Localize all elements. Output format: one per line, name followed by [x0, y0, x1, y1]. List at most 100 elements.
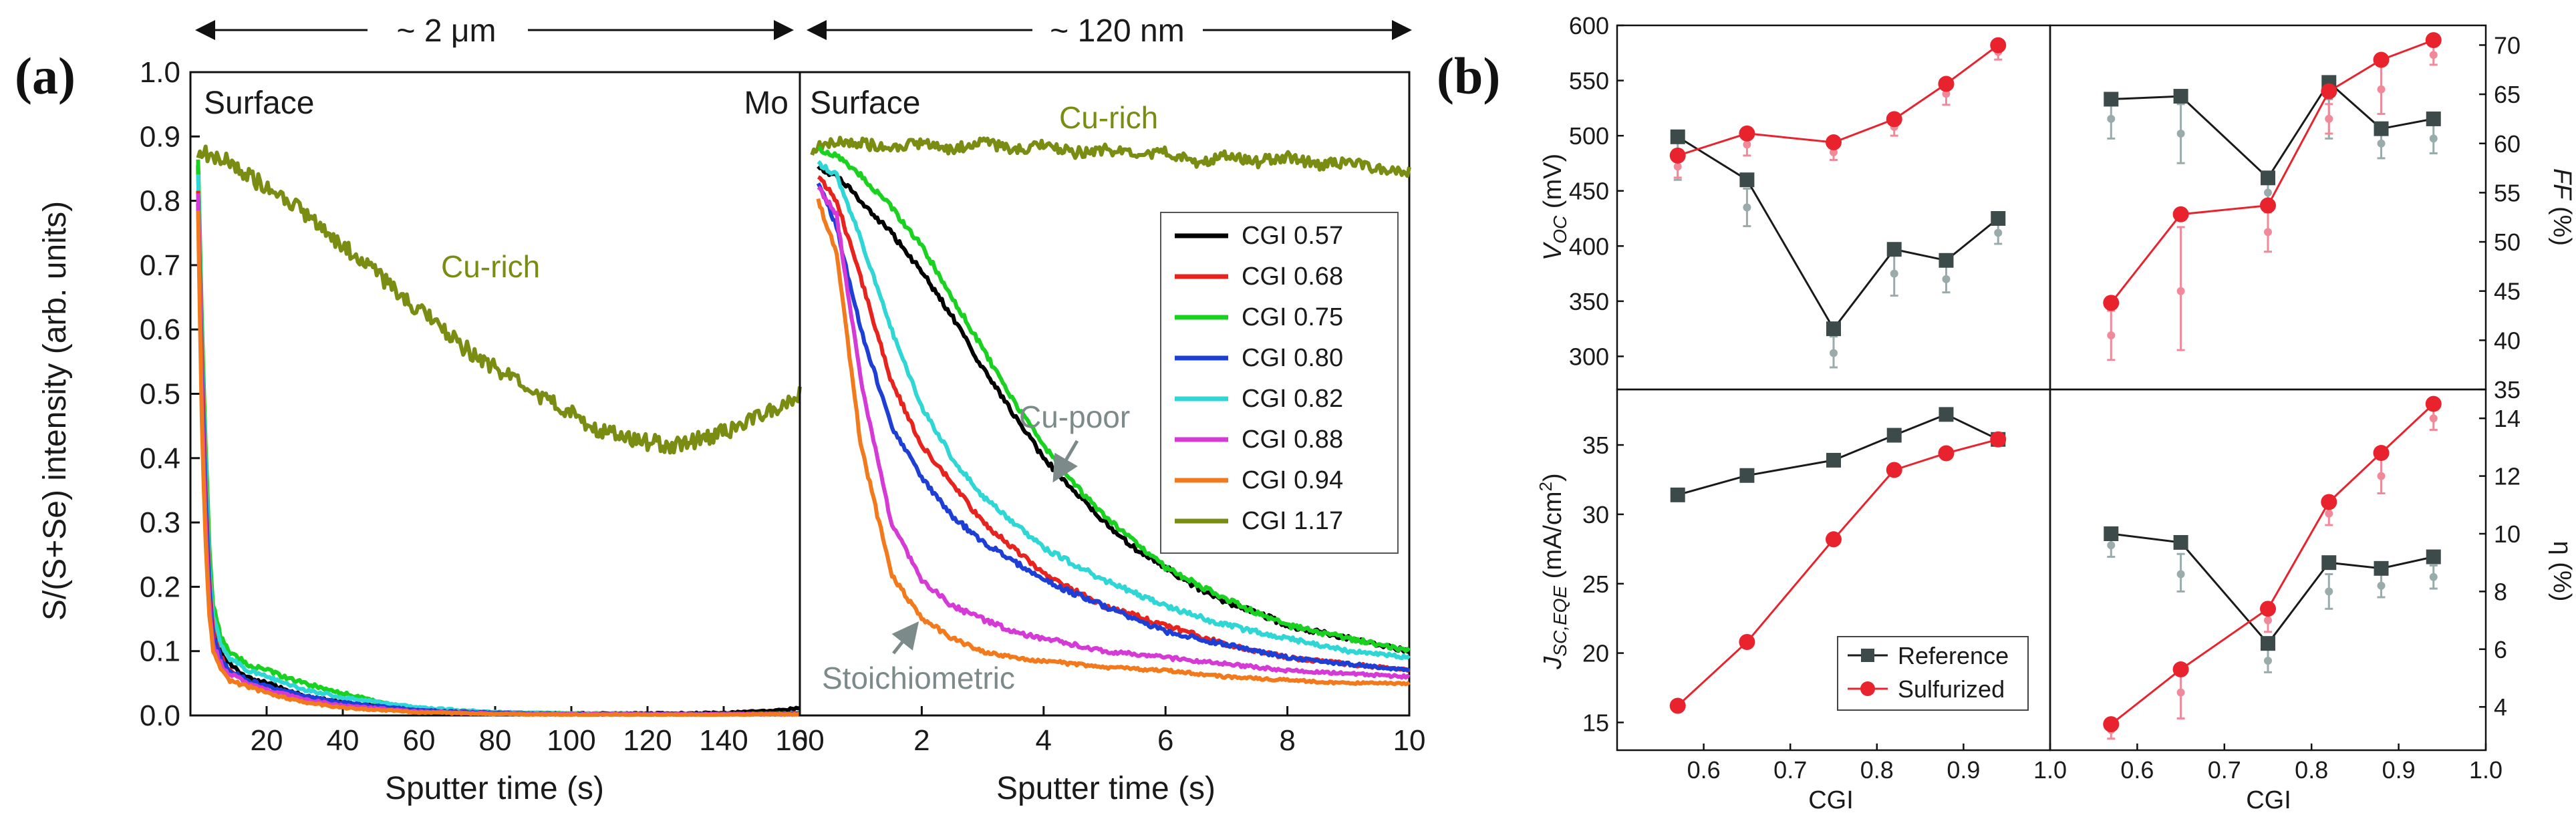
reference-mean-point [1890, 269, 1898, 278]
legend-b: Reference Sulfurized [1837, 636, 2029, 711]
sulfurized-point [1826, 134, 1842, 151]
mo-label: Mo [744, 86, 789, 121]
x-tick-label-b: 1.0 [2469, 756, 2502, 784]
x-tick-label: 10 [1393, 724, 1426, 757]
y-tick-label-b: 60 [2494, 130, 2521, 158]
reference-point [1739, 468, 1755, 483]
series-line-cgi-0-80 [816, 182, 1411, 673]
x-tick-label: 140 [699, 724, 748, 757]
sulfurized-point [1886, 111, 1902, 128]
y-tick-label-b: 45 [2494, 278, 2521, 305]
x-tick-label: 60 [403, 724, 436, 757]
panel-a-label: (a) [15, 47, 76, 105]
y-tick-label-a: 0.4 [140, 442, 180, 475]
reference-line-ff [2111, 81, 2434, 180]
y-tick-label-a: 0.3 [140, 506, 180, 539]
reference-mean-point [2107, 541, 2116, 550]
reference-point [2374, 121, 2389, 136]
y-tick-label-a: 0.9 [140, 120, 180, 153]
x-tick-label: 20 [251, 724, 283, 757]
y-tick-label-b: 500 [1569, 122, 1609, 150]
reference-mean-point [2325, 587, 2333, 596]
reference-point [2104, 92, 2119, 107]
reference-mean-point [2429, 572, 2438, 581]
stoichiometric-annotation: Stoichiometric [822, 621, 1015, 695]
sulfurized-point [2172, 661, 2189, 678]
series-lines-right [810, 136, 1411, 687]
y-tick-label-b: 8 [2494, 578, 2507, 605]
sulfurized-mean-point [2377, 85, 2386, 94]
x-tick-label-b: 0.9 [2382, 756, 2416, 784]
reference-mean-point [2377, 581, 2386, 590]
series-line-cgi-0-94 [196, 210, 801, 717]
sulfurized-point [2103, 716, 2120, 733]
sulfurized-point [1669, 147, 1686, 164]
reference-point [2104, 526, 2119, 541]
sulfurized-point [1990, 431, 2007, 448]
y-axis-ticks-a: 0.0 0.1 0.2 0.3 0.4 0.5 0.6 0.7 0.8 0.9 1.0 [140, 56, 200, 732]
legend-label-a: CGI 0.88 [1242, 426, 1343, 454]
plot-frame-left [189, 71, 801, 717]
sulfurized-point [1938, 445, 1955, 462]
reference-point [1739, 172, 1755, 188]
series-line-cgi-0-88 [817, 185, 1411, 680]
x-tick-label: 6 [1157, 724, 1173, 757]
reference-point [1991, 211, 2006, 226]
sulfurized-mean-point [2264, 616, 2272, 625]
y-tick-label-b: 450 [1569, 178, 1609, 205]
x-tick-label: 8 [1279, 724, 1295, 757]
reference-line-voc [1677, 136, 1999, 331]
reference-mean-point [1743, 203, 1751, 212]
sulfurized-point [1739, 125, 1755, 142]
cu-rich-label-right: Cu-rich [1059, 100, 1158, 135]
legend-label-reference: Reference [1898, 642, 2009, 669]
sulfurized-point [2373, 445, 2390, 462]
series-lines-left [196, 144, 802, 717]
legend-label-a: CGI 0.80 [1242, 344, 1343, 372]
sulfurized-mean-point [1942, 90, 1951, 98]
surface-label-right: Surface [810, 86, 920, 121]
x-tick-label: 100 [547, 724, 595, 757]
reference-mean-point [2176, 130, 2185, 138]
sulfurized-point [1669, 697, 1686, 714]
legend-label-a: CGI 1.17 [1242, 507, 1343, 535]
x-tick-label-b: 0.6 [1687, 756, 1721, 784]
reference-mean-point [2107, 114, 2116, 123]
sulfurized-point [2425, 32, 2442, 49]
reference-mean-point [2264, 188, 2272, 197]
reference-point [1939, 253, 1954, 268]
reference-mean-point [2377, 139, 2386, 148]
x-tick-label: 80 [479, 724, 512, 757]
surface-label-left: Surface [204, 86, 314, 121]
y-tick-label-a: 0.2 [140, 570, 180, 603]
legend-marker-sulfurized [1860, 681, 1875, 696]
y-tick-label-b: 20 [1582, 640, 1609, 667]
series-line-cgi-0-94 [816, 198, 1411, 687]
y-tick-label-b: 70 [2494, 31, 2521, 59]
legend-label-a: CGI 0.82 [1242, 385, 1343, 413]
sulfurized-mean-point [1830, 148, 1838, 156]
y-tick-label-b: 350 [1569, 288, 1609, 315]
reference-mean-point [2429, 134, 2438, 143]
sulfurized-point [2260, 197, 2276, 214]
legend-label-a: CGI 0.94 [1242, 466, 1343, 494]
x-axis-label-cgi-right: CGI [2246, 786, 2291, 814]
y-tick-label-b: 400 [1569, 232, 1609, 260]
scale-label-120nm: ~ 120 nm [1050, 13, 1184, 49]
sputter-plot-120nm: 0 2 4 6 8 10 Surface Cu-rich Cu-poor Stoichio… [792, 71, 1426, 806]
scale-arrow-right: ~ 120 nm [807, 13, 1412, 49]
subplot-eta-frame [2049, 388, 2487, 752]
x-tick-label-b: 1.0 [2033, 756, 2067, 784]
series-line-cgi-0-75 [817, 145, 1411, 653]
scale-label-2um: ~ 2 μm [396, 13, 496, 49]
reference-point [2321, 555, 2337, 570]
x-tick-label: 4 [1036, 724, 1052, 757]
x-tick-label: 120 [623, 724, 672, 757]
reference-mean-point [1942, 275, 1951, 283]
sulfurized-point [2321, 494, 2337, 510]
legend-box-a [1160, 212, 1399, 554]
cu-poor-annotation: Cu-poor [1019, 399, 1130, 483]
reference-point [1826, 321, 1841, 337]
sulfurized-mean-point [2429, 51, 2438, 59]
y-axis-label-eta: η (%) [2548, 541, 2576, 602]
